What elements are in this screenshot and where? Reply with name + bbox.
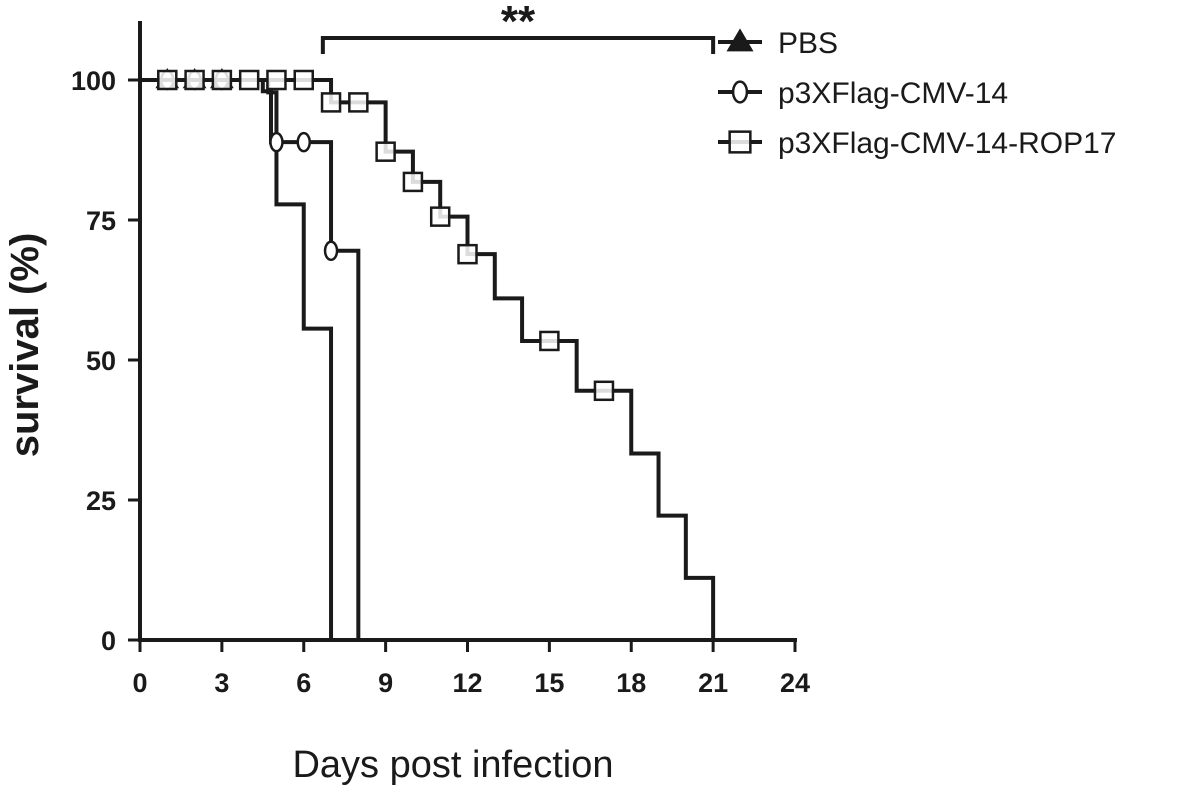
significance-bracket	[320, 36, 716, 54]
series-3	[140, 69, 716, 640]
legend-marker	[728, 130, 752, 154]
x-tick-label: 15	[534, 668, 564, 698]
censor-marker	[320, 92, 342, 113]
censor-marker	[375, 141, 396, 162]
x-tick-label: 9	[378, 668, 393, 698]
y-tick-label: 50	[86, 346, 116, 376]
censor-marker	[211, 69, 233, 91]
censor-marker	[157, 69, 178, 91]
survival-step-line	[140, 78, 361, 640]
y-axis-label: survival (%)	[3, 233, 47, 458]
series-2	[140, 69, 361, 640]
y-tick-label: 0	[101, 626, 116, 656]
survival-step-line	[140, 78, 334, 640]
x-tick-label: 21	[698, 668, 728, 698]
censor-marker	[269, 131, 284, 153]
axes	[138, 21, 797, 642]
censor-marker	[296, 131, 311, 153]
censor-marker	[539, 330, 560, 352]
significance-annotation: **	[320, 0, 716, 54]
y-tick-label: 100	[71, 66, 116, 96]
x-tick-label: 24	[780, 668, 810, 698]
censor-marker	[323, 240, 339, 262]
survival-step-line	[140, 78, 716, 640]
legend-label: PBS	[778, 27, 838, 60]
censor-marker	[402, 171, 424, 193]
censor-marker	[457, 243, 478, 265]
censor-marker	[348, 92, 369, 113]
x-axis-label: Days post infection	[292, 744, 613, 786]
legend-label: p3XFlag-CMV-14	[778, 77, 1008, 110]
legend-item: p3XFlag-CMV-14-ROP17	[718, 127, 1116, 160]
x-tick-label: 3	[214, 668, 229, 698]
x-tick-label: 0	[132, 668, 147, 698]
censor-marker	[266, 69, 287, 91]
axis-ticks: 0 3 6 9 12 15 18 21 24 0 25 50 75 100	[71, 66, 810, 698]
legend-marker	[731, 80, 749, 104]
legend-label: p3XFlag-CMV-14-ROP17	[778, 127, 1116, 160]
censor-marker	[293, 69, 314, 91]
x-tick-label: 18	[616, 668, 646, 698]
legend-marker	[726, 28, 754, 52]
legend-item: p3XFlag-CMV-14	[718, 77, 1008, 110]
censor-marker	[429, 206, 451, 227]
series-1	[140, 68, 334, 640]
series-layer	[140, 68, 716, 640]
censor-marker	[184, 69, 205, 91]
y-tick-label: 75	[86, 206, 116, 236]
x-tick-label: 12	[452, 668, 482, 698]
censor-marker	[238, 69, 260, 91]
censor-marker	[593, 380, 615, 402]
legend: PBS p3XFlag-CMV-14 p3XFlag-CMV-14-ROP17	[718, 27, 1116, 160]
legend-item: PBS	[718, 27, 838, 60]
significance-label: **	[501, 0, 536, 46]
y-tick-label: 25	[86, 486, 116, 516]
x-tick-label: 6	[296, 668, 311, 698]
